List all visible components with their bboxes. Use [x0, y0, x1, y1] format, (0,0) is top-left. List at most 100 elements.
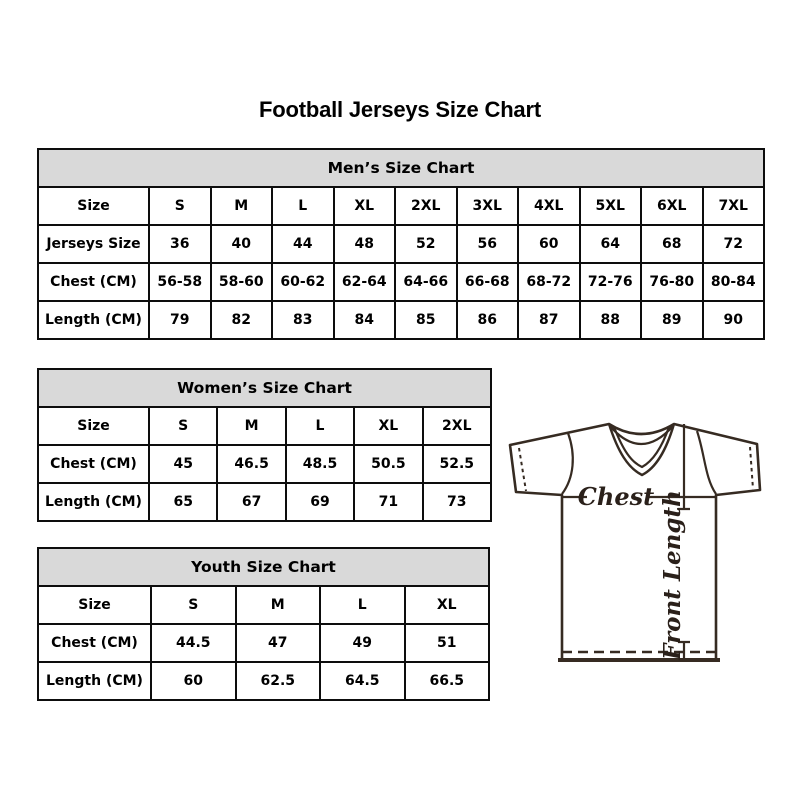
row-label: Length (CM): [37, 300, 150, 340]
size-value-cell: L: [284, 406, 356, 446]
size-value-cell: 79: [148, 300, 212, 340]
size-value-cell: S: [150, 585, 237, 625]
size-value-cell: 80-84: [701, 262, 765, 302]
size-value-cell: S: [147, 406, 219, 446]
size-value-cell: XL: [332, 186, 396, 226]
size-value-cell: 50.5: [353, 444, 424, 484]
size-value-cell: M: [209, 186, 273, 226]
table-row: Chest (CM) 56-58 58-60 60-62 62-64 64-66 66-68…: [37, 262, 765, 302]
row-label: Size: [37, 186, 150, 226]
size-value-cell: 69: [284, 482, 356, 522]
size-value-cell: 71: [353, 482, 424, 522]
size-value-cell: S: [148, 186, 212, 226]
size-value-cell: 87: [517, 300, 581, 340]
mens-size-chart: Men’s Size Chart Size S M L XL 2XL 3XL 4XL 5XL 6XL…: [37, 148, 765, 340]
table-row: Size S M L XL: [37, 585, 490, 625]
size-value-cell: L: [271, 186, 335, 226]
size-value-cell: 44: [271, 224, 335, 264]
front-length-measure-line: [678, 424, 690, 660]
row-label: Chest (CM): [37, 444, 150, 484]
size-value-cell: XL: [353, 406, 424, 446]
size-value-cell: 2XL: [421, 406, 493, 446]
chest-label: Chest: [578, 482, 654, 511]
row-label: Chest (CM): [37, 262, 150, 302]
size-value-cell: M: [234, 585, 321, 625]
size-value-cell: 73: [421, 482, 493, 522]
right-armhole-seam: [695, 430, 717, 495]
size-value-cell: 88: [578, 300, 642, 340]
table-row: Chest (CM) 44.5 47 49 51: [37, 623, 490, 663]
size-value-cell: 84: [332, 300, 396, 340]
size-value-cell: 48.5: [284, 444, 356, 484]
row-label: Chest (CM): [37, 623, 152, 663]
size-value-cell: 83: [271, 300, 335, 340]
size-value-cell: 60: [150, 661, 237, 701]
row-label: Length (CM): [37, 661, 152, 701]
front-length-label: Front Length: [659, 490, 686, 661]
size-value-cell: 52.5: [421, 444, 493, 484]
left-cuff-dashed-line: [518, 447, 527, 492]
size-value-cell: M: [216, 406, 287, 446]
youth-size-chart: Youth Size Chart Size S M L XL Chest (CM) 44.5 4…: [37, 547, 490, 701]
size-value-cell: 66-68: [455, 262, 519, 302]
row-label: Jerseys Size: [37, 224, 150, 264]
table-row: Length (CM) 65 67 69 71 73: [37, 482, 493, 522]
size-value-cell: 62-64: [332, 262, 396, 302]
left-armhole-seam: [561, 432, 574, 495]
men-table-title: Men’s Size Chart: [37, 148, 765, 188]
size-value-cell: 60-62: [271, 262, 335, 302]
size-value-cell: 85: [394, 300, 458, 340]
table-row: Jerseys Size 36 40 44 48 52 56 60 64 68 72: [37, 224, 765, 264]
size-value-cell: 56-58: [148, 262, 212, 302]
size-value-cell: 56: [455, 224, 519, 264]
size-value-cell: 46.5: [216, 444, 287, 484]
size-value-cell: 48: [332, 224, 396, 264]
size-value-cell: 47: [234, 623, 321, 663]
women-table-title: Women’s Size Chart: [37, 368, 492, 408]
youth-size-table: Youth Size Chart Size S M L XL Chest (CM) 44.5 4…: [37, 547, 490, 701]
size-value-cell: 3XL: [455, 186, 519, 226]
size-value-cell: 52: [394, 224, 458, 264]
collar-outer-v: [607, 423, 676, 477]
size-value-cell: 90: [701, 300, 765, 340]
size-value-cell: 49: [319, 623, 406, 663]
womens-size-chart: Women’s Size Chart Size S M L XL 2XL Chest (CM)…: [37, 368, 493, 522]
size-value-cell: 7XL: [701, 186, 765, 226]
table-row: Length (CM) 60 62.5 64.5 66.5: [37, 661, 490, 701]
row-label: Size: [37, 406, 150, 446]
table-row: Length (CM) 79 82 83 84 85 86 87 88 89 90: [37, 300, 765, 340]
collar-band-arc: [609, 425, 674, 446]
row-label: Length (CM): [37, 482, 150, 522]
size-value-cell: 66.5: [403, 661, 490, 701]
size-value-cell: XL: [403, 585, 490, 625]
size-value-cell: 67: [216, 482, 287, 522]
size-value-cell: 6XL: [640, 186, 704, 226]
size-value-cell: 65: [147, 482, 219, 522]
size-value-cell: L: [319, 585, 406, 625]
size-value-cell: 51: [403, 623, 490, 663]
size-value-cell: 58-60: [209, 262, 273, 302]
size-value-cell: 72: [701, 224, 765, 264]
size-value-cell: 89: [640, 300, 704, 340]
row-label: Size: [37, 585, 152, 625]
table-row: Size S M L XL 2XL: [37, 406, 493, 446]
size-value-cell: 40: [209, 224, 273, 264]
size-value-cell: 64: [578, 224, 642, 264]
jersey-outline: [508, 422, 762, 662]
youth-table-title: Youth Size Chart: [37, 547, 490, 587]
size-value-cell: 64-66: [394, 262, 458, 302]
size-value-cell: 72-76: [578, 262, 642, 302]
men-size-table: Men’s Size Chart Size S M L XL 2XL 3XL 4XL 5XL 6XL…: [37, 148, 765, 340]
size-value-cell: 68: [640, 224, 704, 264]
size-value-cell: 44.5: [150, 623, 237, 663]
page-title: Football Jerseys Size Chart: [259, 97, 541, 122]
right-cuff-dashed-line: [749, 446, 754, 490]
women-size-table: Women’s Size Chart Size S M L XL 2XL Chest (CM)…: [37, 368, 493, 522]
size-value-cell: 68-72: [517, 262, 581, 302]
size-value-cell: 2XL: [394, 186, 458, 226]
size-value-cell: 5XL: [578, 186, 642, 226]
size-value-cell: 62.5: [234, 661, 321, 701]
table-row: Size S M L XL 2XL 3XL 4XL 5XL 6XL 7XL: [37, 186, 765, 226]
size-value-cell: 64.5: [319, 661, 406, 701]
size-value-cell: 82: [209, 300, 273, 340]
